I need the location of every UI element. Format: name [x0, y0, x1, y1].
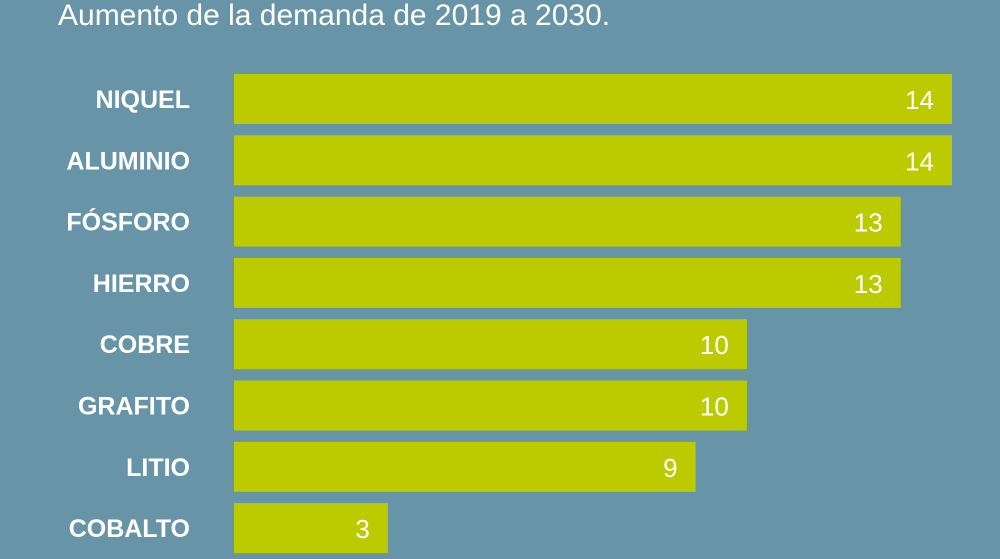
data-label-aluminio: 14 — [905, 146, 934, 176]
data-label-litio: 9 — [663, 453, 677, 483]
category-label-grafito: GRAFITO — [78, 393, 190, 421]
data-label-cobalto: 3 — [355, 514, 369, 544]
data-label-hierro: 13 — [854, 269, 883, 299]
bar-cobalto — [234, 503, 388, 554]
bar-aluminio — [234, 135, 952, 186]
category-label-niquel: NIQUEL — [96, 86, 190, 114]
chart-title: Aumento de la demanda de 2019 a 2030. — [58, 0, 611, 32]
category-label-cobre: COBRE — [100, 331, 190, 359]
bar-niquel — [234, 74, 952, 124]
data-label-niquel: 14 — [905, 85, 934, 115]
category-label-litio: LITIO — [126, 454, 190, 482]
category-label-cobalto: COBALTO — [69, 515, 190, 543]
category-label-fosforo: FÓSFORO — [66, 207, 190, 237]
data-label-cobre: 10 — [700, 330, 729, 360]
bar-fosforo — [234, 196, 901, 247]
bar-grafito — [234, 380, 747, 431]
category-label-hierro: HIERRO — [93, 270, 190, 298]
data-label-grafito: 10 — [700, 392, 729, 422]
bar-cobre — [234, 319, 747, 370]
bar-hierro — [234, 257, 901, 308]
category-label-aluminio: ALUMINIO — [66, 147, 190, 175]
data-label-fosforo: 13 — [854, 208, 883, 238]
bar-litio — [234, 441, 696, 492]
